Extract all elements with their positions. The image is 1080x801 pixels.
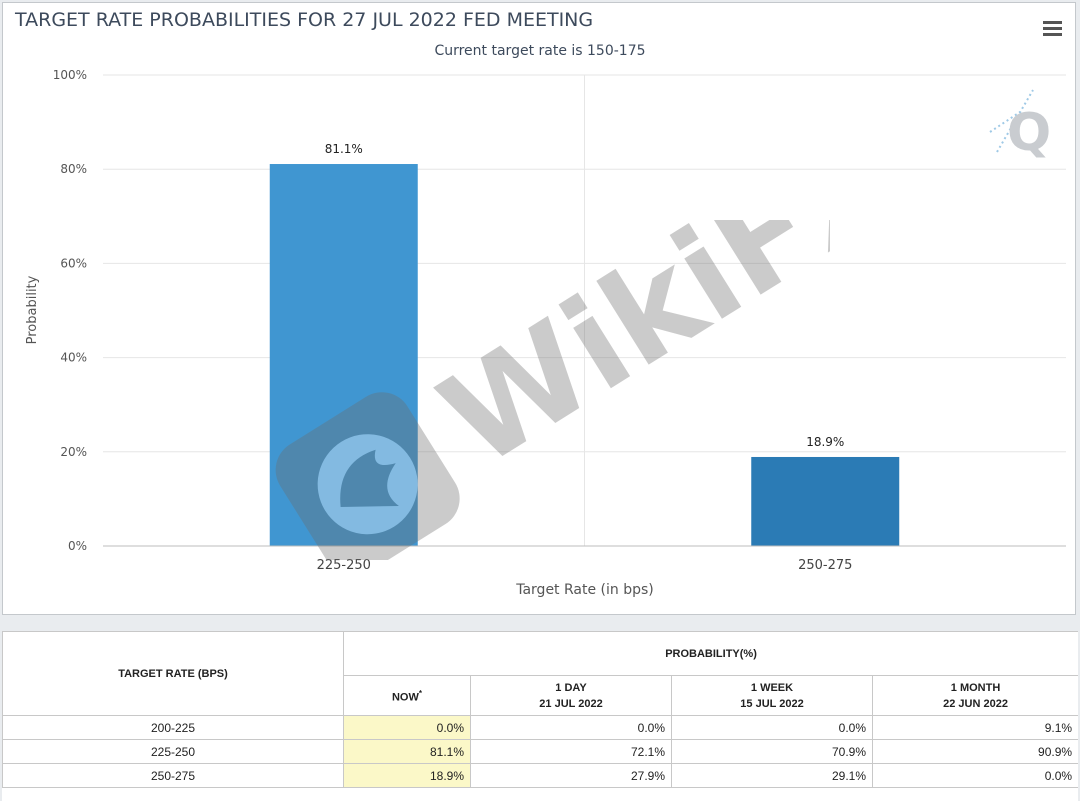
y-tick-label: 0% (68, 539, 87, 553)
probability-cell: 27.9% (470, 763, 672, 788)
y-tick-label: 100% (53, 68, 87, 82)
probability-cell: 9.1% (871, 715, 1078, 740)
table-row: 250-275 18.9% 27.9% 29.1% 0.0% (2, 763, 1078, 788)
column-header-title: 1 WEEK (750, 681, 794, 694)
y-axis-title: Probability (25, 275, 40, 344)
target-rate-header: TARGET RATE (BPS) (2, 631, 344, 716)
gridlines (103, 74, 1066, 546)
x-axis-ticks: 225-250 250-275 (317, 558, 853, 573)
chart-title: TARGET RATE PROBABILITIES FOR 27 JUL 202… (15, 9, 594, 31)
chart-subtitle: Current target rate is 150-175 (434, 43, 646, 59)
bar[interactable] (269, 164, 418, 547)
data-labels: 81.1% 18.9% (325, 142, 845, 449)
x-tick-label: 250-275 (798, 558, 852, 573)
y-tick-label: 40% (60, 351, 87, 365)
hamburger-menu-icon[interactable] (1043, 21, 1062, 39)
chart-svg: 0% 20% 40% 60% 80% 100% 81.1% 18.9% 225-250 250… (25, 68, 1066, 598)
column-header-title: 1 DAY (555, 681, 587, 694)
probability-cell: 81.1% (343, 739, 471, 764)
column-header: 1 MONTH 22 JUN 2022 (871, 675, 1078, 716)
probability-header: PROBABILITY(%) (342, 631, 1078, 676)
data-label: 18.9% (806, 435, 844, 449)
target-rate-cell: 200-225 (2, 715, 344, 740)
y-tick-label: 60% (60, 256, 87, 270)
bars (269, 164, 900, 547)
x-axis-title: Target Rate (in bps) (515, 582, 654, 598)
svg-text:Q: Q (1007, 103, 1051, 163)
column-header-date: 21 JUL 2022 (539, 697, 603, 710)
column-header-date: 15 JUL 2022 (740, 697, 804, 710)
probability-table-panel: TARGET RATE (BPS) PROBABILITY(%) NOW* 1 D… (2, 631, 1078, 801)
y-axis-ticks: 0% 20% 40% 60% 80% 100% (53, 68, 87, 553)
probability-cell: 29.1% (671, 763, 873, 788)
q-logo-icon: Q (989, 89, 1051, 163)
probability-cell: 90.9% (871, 739, 1078, 764)
probability-cell: 0.0% (343, 715, 471, 740)
column-header-date: 22 JUN 2022 (943, 697, 1008, 710)
footnote-marker: * (418, 688, 422, 698)
probability-cell: 72.1% (470, 739, 672, 764)
probability-cell: 18.9% (343, 763, 471, 788)
table-row: 200-225 0.0% 0.0% 0.0% 9.1% (2, 715, 1078, 740)
bar[interactable] (751, 456, 900, 546)
column-header: 1 WEEK 15 JUL 2022 (671, 675, 873, 716)
column-header-title: NOW (391, 691, 419, 704)
column-header: NOW* (343, 675, 471, 716)
probability-table: TARGET RATE (BPS) PROBABILITY(%) NOW* 1 D… (2, 631, 1078, 788)
probability-cell: 70.9% (671, 739, 873, 764)
table-row: 225-250 81.1% 72.1% 70.9% 90.9% (2, 739, 1078, 764)
data-label: 81.1% (325, 142, 363, 156)
probability-cell: 0.0% (470, 715, 672, 740)
probability-cell: 0.0% (871, 763, 1078, 788)
x-tick-label: 225-250 (317, 558, 371, 573)
column-header-title: 1 MONTH (950, 681, 1001, 694)
target-rate-cell: 225-250 (2, 739, 344, 764)
probability-cell: 0.0% (671, 715, 873, 740)
y-tick-label: 80% (60, 162, 87, 176)
target-rate-cell: 250-275 (2, 763, 344, 788)
y-tick-label: 20% (60, 445, 87, 459)
column-header: 1 DAY 21 JUL 2022 (470, 675, 672, 716)
